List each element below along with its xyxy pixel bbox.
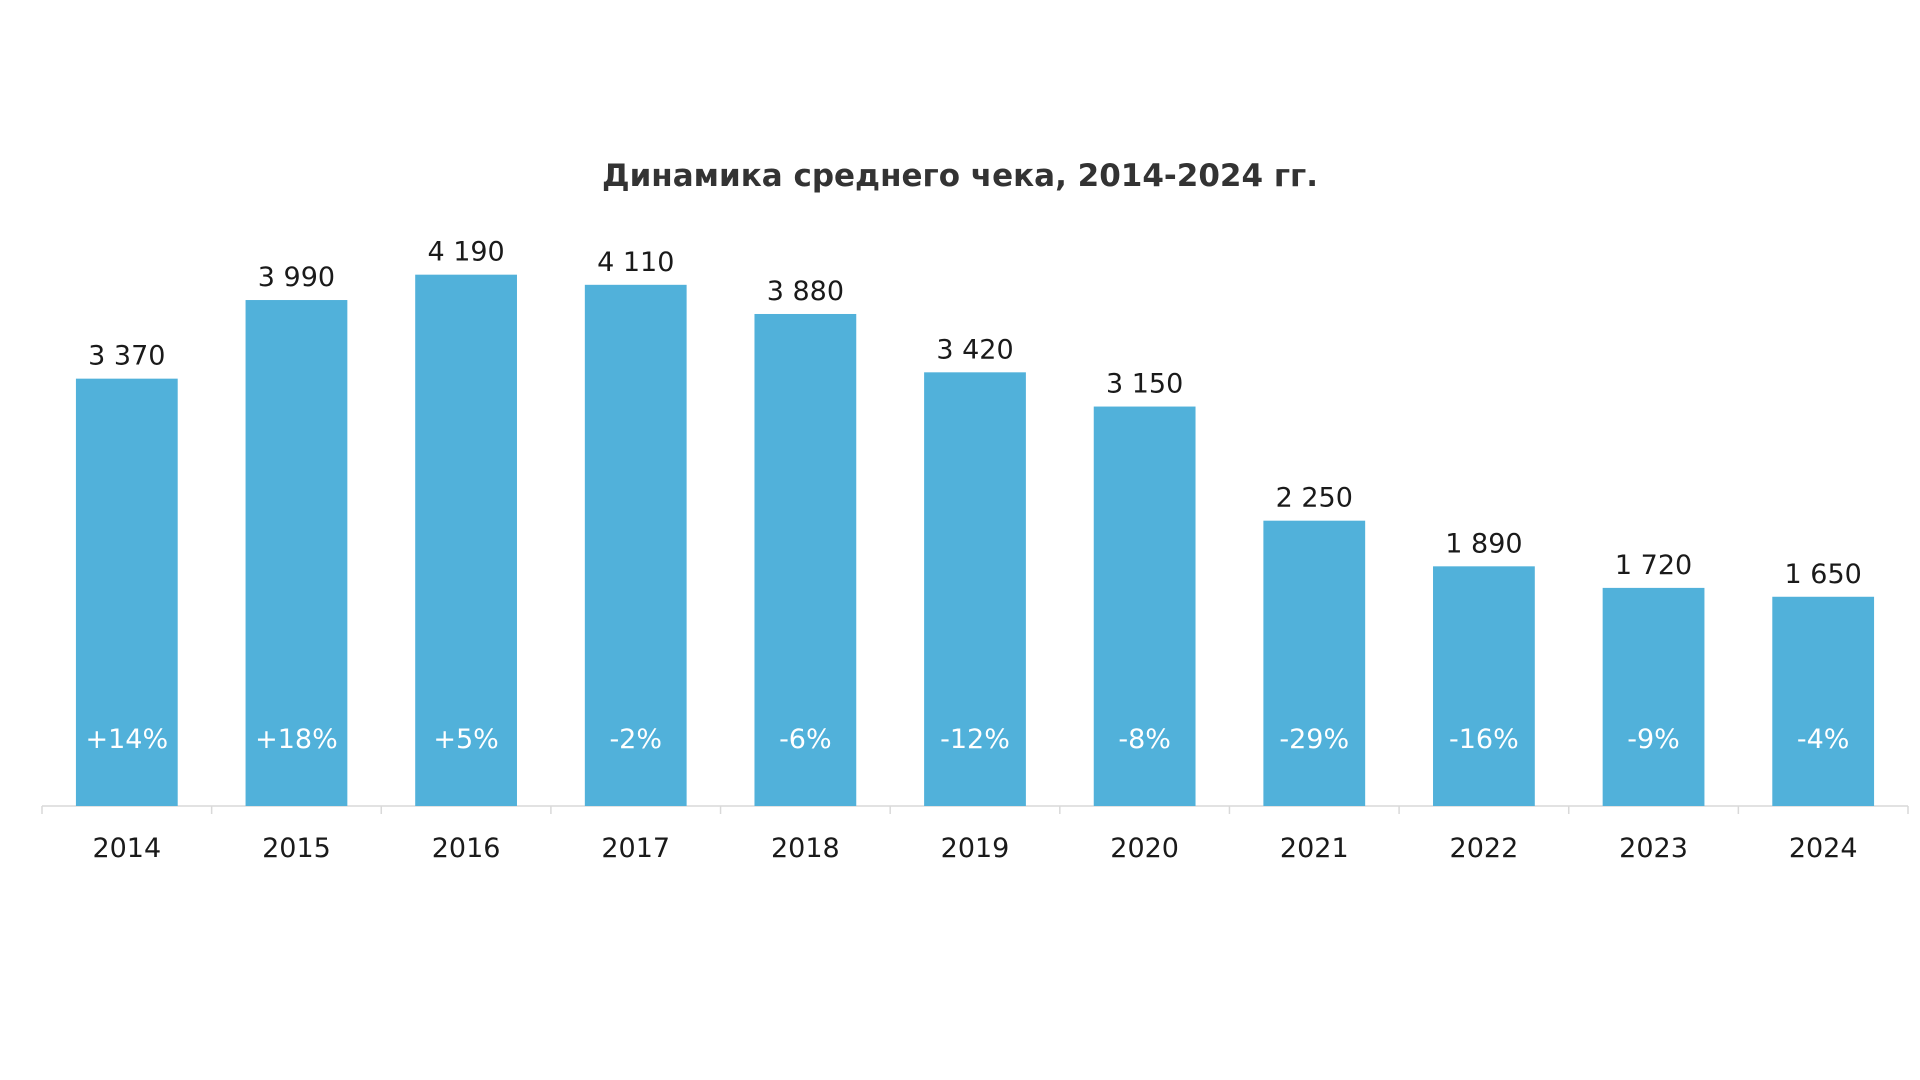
- change-label-2021: -29%: [1279, 724, 1349, 755]
- value-label-2016: 4 190: [427, 237, 504, 268]
- change-label-2015: +18%: [255, 724, 338, 755]
- bar-2023: [1602, 587, 1705, 806]
- change-label-2018: -6%: [779, 724, 832, 755]
- change-label-2016: +5%: [433, 724, 498, 755]
- value-label-2018: 3 880: [767, 276, 844, 307]
- x-tick-label-2023: 2023: [1619, 833, 1688, 864]
- x-tick-label-2020: 2020: [1110, 833, 1179, 864]
- value-label-2020: 3 150: [1106, 369, 1183, 400]
- x-tick-label-2014: 2014: [92, 833, 161, 864]
- value-label-2014: 3 370: [88, 341, 165, 372]
- bar-2016: [415, 274, 517, 806]
- bar-2017: [584, 284, 687, 806]
- x-tick-label-2017: 2017: [601, 833, 670, 864]
- value-label-2023: 1 720: [1615, 550, 1692, 581]
- value-label-2024: 1 650: [1785, 559, 1862, 590]
- change-label-2020: -8%: [1118, 724, 1171, 755]
- x-tick-label-2022: 2022: [1450, 833, 1519, 864]
- x-tick-label-2024: 2024: [1789, 833, 1858, 864]
- bar-2022: [1433, 566, 1535, 806]
- bar-2015: [245, 300, 348, 806]
- x-tick-label-2019: 2019: [941, 833, 1010, 864]
- x-tick-label-2021: 2021: [1280, 833, 1349, 864]
- bar-2024: [1772, 596, 1875, 806]
- value-label-2022: 1 890: [1445, 528, 1522, 559]
- bar-2020: [1093, 406, 1196, 806]
- change-label-2022: -16%: [1449, 724, 1519, 755]
- change-label-2014: +14%: [85, 724, 168, 755]
- change-label-2023: -9%: [1627, 724, 1680, 755]
- bar-2021: [1263, 520, 1366, 806]
- x-tick-label-2015: 2015: [262, 833, 331, 864]
- change-label-2024: -4%: [1797, 724, 1850, 755]
- value-label-2021: 2 250: [1276, 483, 1353, 514]
- chart-title: Динамика среднего чека, 2014-2024 гг.: [601, 158, 1319, 194]
- change-label-2019: -12%: [940, 724, 1010, 755]
- value-label-2019: 3 420: [936, 334, 1013, 365]
- x-tick-label-2016: 2016: [432, 833, 501, 864]
- change-label-2017: -2%: [609, 724, 662, 755]
- value-label-2017: 4 110: [597, 247, 674, 278]
- bar-2014: [75, 378, 178, 806]
- bar-2019: [924, 372, 1026, 806]
- bar-2018: [754, 313, 857, 806]
- x-tick-label-2018: 2018: [771, 833, 840, 864]
- value-label-2015: 3 990: [258, 262, 335, 293]
